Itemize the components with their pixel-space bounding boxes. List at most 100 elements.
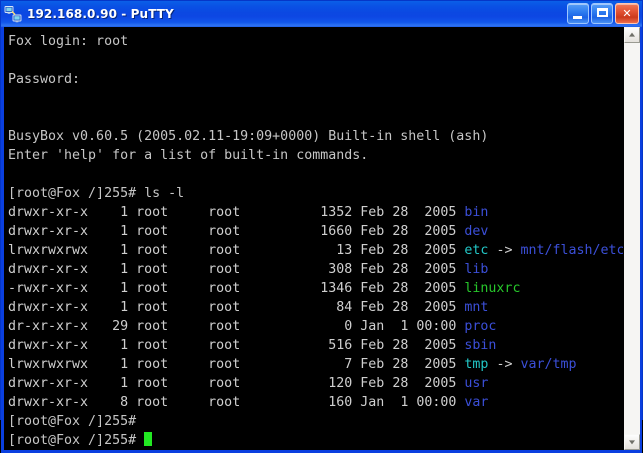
scrollbar-track[interactable]: [624, 43, 640, 434]
symlink-target: mnt/flash/etc: [520, 243, 623, 258]
file-size: 516: [288, 338, 361, 353]
link-count: 29: [88, 319, 137, 334]
file-size: 120: [288, 376, 361, 391]
file-day: 28: [392, 300, 417, 315]
file-month: Feb: [360, 205, 393, 220]
file-permissions: lrwxrwxrwx: [8, 243, 89, 258]
file-day: 28: [392, 224, 417, 239]
file-size: 1346: [288, 281, 361, 296]
file-day: 1: [392, 319, 417, 334]
file-permissions: -rwxr-xr-x: [8, 281, 89, 296]
file-size: 0: [288, 319, 361, 334]
file-name: sbin: [464, 338, 497, 353]
file-permissions: drwxr-xr-x: [8, 205, 89, 220]
file-name: mnt: [464, 300, 489, 315]
file-year: 2005: [416, 357, 465, 372]
link-count: 1: [88, 281, 137, 296]
scroll-up-icon[interactable]: [624, 27, 640, 43]
link-count: 1: [88, 205, 137, 220]
file-year: 2005: [416, 281, 465, 296]
file-year: 2005: [416, 376, 465, 391]
file-day: 28: [392, 205, 417, 220]
file-group: root: [208, 357, 289, 372]
listing-row: drwxr-xr-x 1 root root 120 Feb 28 2005 u…: [8, 374, 623, 393]
file-group: root: [208, 338, 289, 353]
minimize-button[interactable]: [567, 3, 589, 24]
symlink-arrow: ->: [488, 357, 521, 372]
file-size: 160: [288, 395, 361, 410]
file-size: 308: [288, 262, 361, 277]
file-month: Feb: [360, 300, 393, 315]
link-count: 1: [88, 224, 137, 239]
listing-row: drwxr-xr-x 1 root root 84 Feb 28 2005 mn…: [8, 298, 623, 317]
link-count: 1: [88, 262, 137, 277]
window-body: Fox login: root Password: BusyBox v0.60.…: [1, 27, 642, 453]
link-count: 1: [88, 300, 137, 315]
file-name: etc: [464, 243, 489, 258]
prompt-text: [root@Fox /]255#: [8, 186, 137, 201]
listing-row: drwxr-xr-x 1 root root 308 Feb 28 2005 l…: [8, 260, 623, 279]
file-name: dev: [464, 224, 489, 239]
file-year: 00:00: [416, 319, 465, 334]
link-count: 1: [88, 357, 137, 372]
terminal-line-blank: [8, 89, 623, 108]
maximize-button[interactable]: [591, 3, 613, 24]
link-count: 1: [88, 376, 137, 391]
file-size: 84: [288, 300, 361, 315]
file-group: root: [208, 300, 289, 315]
file-owner: root: [136, 376, 209, 391]
file-year: 2005: [416, 224, 465, 239]
file-group: root: [208, 376, 289, 391]
file-size: 1352: [288, 205, 361, 220]
window-title: 192.168.0.90 - PuTTY: [27, 7, 174, 21]
file-owner: root: [136, 319, 209, 334]
terminal-line-blank: [8, 165, 623, 184]
file-year: 2005: [416, 243, 465, 258]
file-group: root: [208, 281, 289, 296]
terminal-line-help-banner: Enter 'help' for a list of built-in comm…: [8, 148, 369, 163]
command-text: ls -l: [136, 186, 185, 201]
symlink-arrow: ->: [488, 243, 521, 258]
putty-network-icon: [4, 5, 22, 23]
terminal-cursor: [144, 432, 153, 446]
file-month: Jan: [360, 395, 393, 410]
terminal-line-blank: [8, 51, 623, 70]
file-name: usr: [464, 376, 489, 391]
file-month: Feb: [360, 243, 393, 258]
terminal-line-blank: [8, 108, 623, 127]
terminal-scrollbar[interactable]: [623, 27, 640, 450]
file-group: root: [208, 224, 289, 239]
file-owner: root: [136, 395, 209, 410]
file-day: 28: [392, 243, 417, 258]
listing-row: drwxr-xr-x 8 root root 160 Jan 1 00:00 v…: [8, 393, 623, 412]
terminal-line-prompt-active: [root@Fox /]255#: [8, 431, 623, 450]
file-month: Jan: [360, 319, 393, 334]
file-name: linuxrc: [464, 281, 521, 296]
file-year: 00:00: [416, 395, 465, 410]
file-group: root: [208, 262, 289, 277]
terminal-screen[interactable]: Fox login: root Password: BusyBox v0.60.…: [4, 27, 623, 450]
file-owner: root: [136, 262, 209, 277]
file-permissions: dr-xr-xr-x: [8, 319, 89, 334]
title-bar[interactable]: 192.168.0.90 - PuTTY ✕: [1, 1, 642, 27]
file-name: bin: [464, 205, 489, 220]
file-permissions: drwxr-xr-x: [8, 300, 89, 315]
file-permissions: drwxr-xr-x: [8, 376, 89, 391]
listing-row: drwxr-xr-x 1 root root 1660 Feb 28 2005 …: [8, 222, 623, 241]
file-size: 1660: [288, 224, 361, 239]
close-icon: ✕: [622, 7, 632, 20]
listing-row: lrwxrwxrwx 1 root root 7 Feb 28 2005 tmp…: [8, 355, 623, 374]
file-day: 28: [392, 357, 417, 372]
file-permissions: drwxr-xr-x: [8, 224, 89, 239]
link-count: 1: [88, 338, 137, 353]
file-group: root: [208, 319, 289, 334]
file-group: root: [208, 205, 289, 220]
file-permissions: lrwxrwxrwx: [8, 357, 89, 372]
file-name: var: [464, 395, 489, 410]
scroll-down-icon[interactable]: [624, 434, 640, 450]
file-day: 1: [392, 395, 417, 410]
close-button[interactable]: ✕: [615, 3, 639, 24]
file-year: 2005: [416, 338, 465, 353]
file-owner: root: [136, 357, 209, 372]
file-name: tmp: [464, 357, 489, 372]
